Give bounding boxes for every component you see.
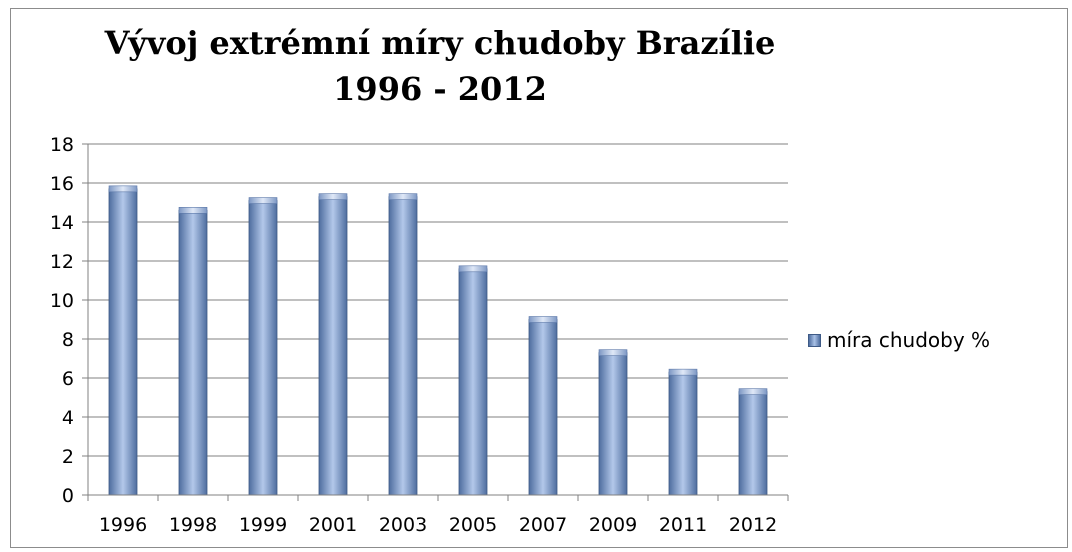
bar-cap xyxy=(318,193,348,200)
y-tick-label: 4 xyxy=(62,407,74,429)
bar-cap xyxy=(598,349,628,356)
x-tick-label: 2001 xyxy=(309,514,357,536)
x-tick-label: 1999 xyxy=(239,514,287,536)
bar-cap xyxy=(388,193,418,200)
y-tick-label: 8 xyxy=(62,329,74,351)
y-tick-label: 2 xyxy=(62,446,74,468)
bar-cap xyxy=(178,207,208,214)
x-tick-label: 2005 xyxy=(449,514,497,536)
bar-cap xyxy=(458,265,488,273)
y-tick-label: 16 xyxy=(50,173,74,195)
bars xyxy=(108,185,768,496)
bar xyxy=(458,268,488,496)
bar xyxy=(178,209,208,496)
bar xyxy=(388,196,418,496)
y-axis-tick-labels: 0 2 4 6 8 10 12 14 16 18 xyxy=(50,134,74,507)
legend: míra chudoby % xyxy=(808,328,990,352)
axes xyxy=(82,143,789,501)
bar xyxy=(108,188,138,496)
x-axis-tick-labels: 1996 1998 1999 2001 2003 2005 2007 2009 2011 2012 xyxy=(99,514,777,536)
y-tick-label: 6 xyxy=(62,368,74,390)
x-tick-label: 2003 xyxy=(379,514,427,536)
x-tick-label: 2011 xyxy=(659,514,707,536)
bar xyxy=(668,371,698,496)
chart-title-line-2: 1996 - 2012 xyxy=(333,70,547,108)
y-tick-label: 0 xyxy=(62,485,74,507)
x-tick-label: 2012 xyxy=(729,514,777,536)
x-tick-label: 2009 xyxy=(589,514,637,536)
bar-cap xyxy=(738,388,768,395)
bar-cap xyxy=(248,197,278,204)
legend-label: míra chudoby % xyxy=(827,328,991,352)
bar xyxy=(528,319,558,496)
y-tick-label: 18 xyxy=(50,134,74,156)
bar-cap xyxy=(108,185,138,193)
bar xyxy=(318,196,348,496)
chart-title-line-1: Vývoj extrémní míry chudoby Brazílie xyxy=(104,24,776,62)
legend-swatch xyxy=(808,333,821,347)
bar xyxy=(598,352,628,496)
y-tick-label: 14 xyxy=(50,212,74,234)
y-tick-label: 12 xyxy=(50,251,74,273)
x-tick-label: 2007 xyxy=(519,514,567,536)
x-tick-label: 1996 xyxy=(99,514,147,536)
bar xyxy=(248,200,278,496)
bar-cap xyxy=(668,368,698,376)
bar xyxy=(738,391,768,496)
bar-cap xyxy=(528,316,558,323)
chart-title: Vývoj extrémní míry chudoby Brazílie 199… xyxy=(90,20,790,112)
y-tick-label: 10 xyxy=(50,290,74,312)
x-tick-label: 1998 xyxy=(169,514,217,536)
